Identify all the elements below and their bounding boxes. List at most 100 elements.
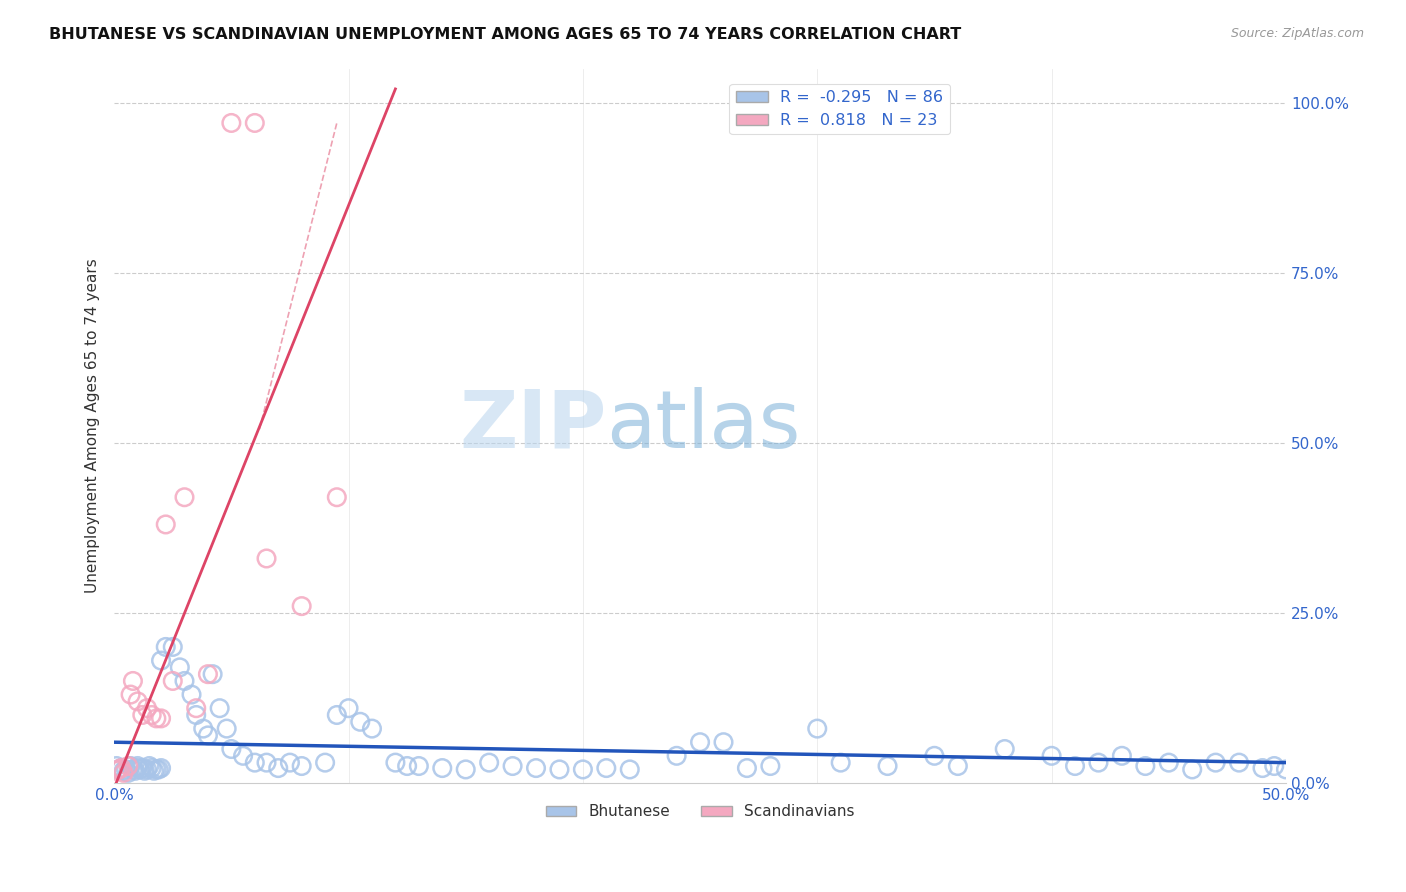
Point: [215, 722, 238, 736]
Point: [946, 759, 969, 773]
Point: [1157, 756, 1180, 770]
Point: [221, 116, 243, 130]
Point: [150, 654, 173, 668]
Point: [155, 640, 177, 654]
Point: [1111, 748, 1133, 763]
Point: [994, 742, 1017, 756]
Point: [162, 640, 184, 654]
Point: [1298, 763, 1320, 777]
Point: [1251, 761, 1274, 775]
Point: [136, 701, 159, 715]
Point: [619, 763, 641, 777]
Point: [141, 761, 163, 775]
Point: [1181, 763, 1204, 777]
Point: [291, 599, 314, 613]
Point: [806, 722, 828, 736]
Point: [150, 761, 173, 775]
Point: [155, 517, 177, 532]
Point: [524, 761, 547, 775]
Point: [141, 708, 163, 723]
Text: ZIP: ZIP: [460, 387, 606, 465]
Point: [122, 673, 145, 688]
Point: [108, 763, 131, 777]
Text: atlas: atlas: [606, 387, 800, 465]
Point: [138, 759, 160, 773]
Point: [208, 701, 231, 715]
Point: [1333, 756, 1355, 770]
Point: [134, 764, 156, 778]
Point: [201, 667, 224, 681]
Point: [595, 761, 617, 775]
Point: [713, 735, 735, 749]
Point: [120, 759, 142, 773]
Y-axis label: Unemployment Among Ages 65 to 74 years: Unemployment Among Ages 65 to 74 years: [86, 259, 100, 593]
Point: [145, 763, 167, 777]
Point: [572, 763, 595, 777]
Point: [193, 722, 215, 736]
Point: [186, 701, 208, 715]
Point: [278, 756, 301, 770]
Point: [1064, 759, 1087, 773]
Point: [689, 735, 711, 749]
Point: [1275, 763, 1298, 777]
Point: [180, 688, 202, 702]
Point: [1205, 756, 1227, 770]
Text: BHUTANESE VS SCANDINAVIAN UNEMPLOYMENT AMONG AGES 65 TO 74 YEARS CORRELATION CHA: BHUTANESE VS SCANDINAVIAN UNEMPLOYMENT A…: [49, 27, 962, 42]
Point: [924, 748, 946, 763]
Point: [173, 673, 195, 688]
Point: [1263, 759, 1285, 773]
Point: [830, 756, 852, 770]
Point: [735, 761, 758, 775]
Point: [197, 667, 219, 681]
Point: [243, 116, 266, 130]
Point: [186, 708, 208, 723]
Point: [232, 748, 254, 763]
Point: [337, 701, 360, 715]
Point: [349, 714, 371, 729]
Point: [120, 688, 142, 702]
Point: [105, 764, 128, 778]
Point: [314, 756, 336, 770]
Point: [408, 759, 430, 773]
Point: [131, 708, 153, 723]
Point: [256, 756, 278, 770]
Point: [665, 748, 688, 763]
Point: [169, 660, 191, 674]
Point: [1227, 756, 1250, 770]
Point: [122, 763, 145, 777]
Point: [1322, 763, 1344, 777]
Point: [127, 761, 149, 775]
Point: [326, 708, 349, 723]
Point: [127, 759, 149, 773]
Point: [1310, 756, 1333, 770]
Point: [1346, 759, 1368, 773]
Point: [396, 759, 419, 773]
Point: [162, 673, 184, 688]
Point: [145, 711, 167, 725]
Point: [110, 761, 132, 775]
Point: [361, 722, 384, 736]
Point: [759, 759, 782, 773]
Point: [127, 694, 149, 708]
Point: [112, 764, 135, 778]
Point: [112, 765, 135, 780]
Point: [115, 763, 138, 777]
Point: [548, 763, 571, 777]
Point: [1286, 759, 1309, 773]
Point: [129, 763, 152, 777]
Point: [150, 711, 173, 725]
Point: [432, 761, 454, 775]
Legend: Bhutanese, Scandinavians: Bhutanese, Scandinavians: [540, 798, 860, 825]
Point: [136, 763, 159, 777]
Point: [117, 765, 139, 780]
Point: [256, 551, 278, 566]
Point: [502, 759, 524, 773]
Point: [117, 759, 139, 773]
Text: Source: ZipAtlas.com: Source: ZipAtlas.com: [1230, 27, 1364, 40]
Point: [384, 756, 406, 770]
Point: [478, 756, 501, 770]
Point: [143, 764, 166, 778]
Point: [1040, 748, 1063, 763]
Point: [173, 490, 195, 504]
Point: [1087, 756, 1109, 770]
